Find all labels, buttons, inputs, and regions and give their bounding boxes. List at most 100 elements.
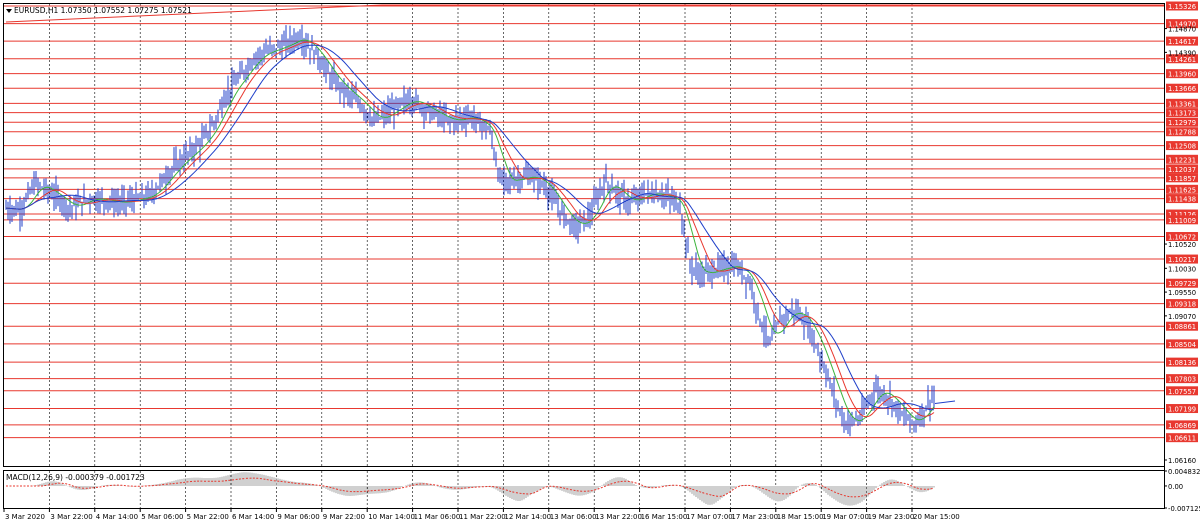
price-level-label: 1.14261 bbox=[1168, 56, 1196, 64]
time-label: 3 Mar 2020 bbox=[5, 513, 45, 521]
price-level-label: 1.08136 bbox=[1168, 359, 1196, 367]
price-level-label: 1.12037 bbox=[1168, 166, 1196, 174]
time-label: 13 Mar 06:00 bbox=[550, 513, 597, 521]
price-level-label: 1.07199 bbox=[1168, 406, 1196, 414]
price-level-tag bbox=[1166, 1, 1198, 11]
price-level-tag bbox=[1166, 108, 1198, 118]
price-level-label: 1.07557 bbox=[1168, 388, 1196, 396]
price-level-tag bbox=[1166, 321, 1198, 331]
vertical-grid bbox=[49, 4, 913, 508]
moving-average-lines bbox=[5, 39, 956, 422]
price-level-tag bbox=[1166, 69, 1198, 79]
price-level-label: 1.10217 bbox=[1168, 256, 1196, 264]
price-level-label: 1.11857 bbox=[1168, 175, 1196, 183]
price-level-label: 1.09318 bbox=[1168, 301, 1196, 309]
price-level-label: 1.11438 bbox=[1168, 196, 1196, 204]
time-label: 9 Mar 22:00 bbox=[323, 513, 365, 521]
price-level-label: 1.09729 bbox=[1168, 280, 1196, 288]
trend-line[interactable] bbox=[5, 4, 383, 23]
price-level-label: 1.13173 bbox=[1168, 110, 1196, 118]
time-label: 9 Mar 06:00 bbox=[277, 513, 319, 521]
price-tick-label: 1.10030 bbox=[1168, 265, 1196, 273]
time-label: 19 Mar 07:00 bbox=[822, 513, 869, 521]
chart-title-text: EURUSD,H1 1.07350 1.07552 1.07275 1.0752… bbox=[14, 6, 192, 15]
price-level-label: 1.12979 bbox=[1168, 119, 1196, 127]
time-label: 11 Mar 22:00 bbox=[459, 513, 506, 521]
time-label: 12 Mar 14:00 bbox=[504, 513, 551, 521]
price-level-tag bbox=[1166, 232, 1198, 242]
macd-series: 0.004832 0.00 -0.007125 bbox=[6, 468, 1200, 513]
macd-title-text: MACD(12,26,9) -0.000379 -0.001723 bbox=[6, 473, 145, 482]
price-level-tag bbox=[1166, 299, 1198, 309]
price-level-tag bbox=[1166, 164, 1198, 174]
price-level-tag bbox=[1166, 194, 1198, 204]
price-level-tag bbox=[1166, 36, 1198, 46]
time-axis: 3 Mar 2020 3 Mar 22:00 4 Mar 14:00 5 Mar 06… bbox=[3, 509, 960, 521]
moving-average-line bbox=[5, 41, 935, 418]
price-tick-label: 1.14390 bbox=[1168, 49, 1196, 57]
price-level-tag bbox=[1166, 127, 1198, 137]
price-tick-label: 1.14870 bbox=[1168, 26, 1196, 34]
price-level-label: 1.12508 bbox=[1168, 143, 1196, 151]
price-level-label: 1.13361 bbox=[1168, 100, 1196, 108]
price-level-tag bbox=[1166, 173, 1198, 183]
time-label: 13 Mar 22:00 bbox=[595, 513, 642, 521]
moving-average-line bbox=[5, 44, 934, 411]
macd-title: MACD(12,26,9) -0.000379 -0.001723 bbox=[6, 473, 145, 482]
price-level-tag bbox=[1166, 83, 1198, 93]
price-level-label: 1.13960 bbox=[1168, 71, 1196, 79]
price-level-label: 1.06611 bbox=[1168, 435, 1196, 443]
price-tick-label: 1.09070 bbox=[1168, 313, 1196, 321]
price-level-tag bbox=[1166, 254, 1198, 264]
macd-axis-label: -0.007125 bbox=[1168, 505, 1200, 513]
price-level-tag bbox=[1166, 117, 1198, 127]
time-label: 6 Mar 14:00 bbox=[232, 513, 274, 521]
price-level-label: 1.12231 bbox=[1168, 156, 1196, 164]
price-level-label: 1.11625 bbox=[1168, 186, 1196, 194]
price-level-label: 1.13666 bbox=[1168, 85, 1196, 93]
time-label: 16 Mar 15:00 bbox=[641, 513, 688, 521]
price-level-tag bbox=[1166, 98, 1198, 108]
price-tick-label: 1.10520 bbox=[1168, 241, 1196, 249]
time-label: 5 Mar 06:00 bbox=[141, 513, 183, 521]
macd-signal-line bbox=[6, 477, 935, 498]
price-level-tag bbox=[1166, 404, 1198, 414]
price-level-label: 1.11126 bbox=[1168, 211, 1196, 219]
time-label: 18 Mar 15:00 bbox=[777, 513, 824, 521]
price-level-tag bbox=[1166, 54, 1198, 64]
price-axis: 1.15326 1.14970 1.14617 1.14261 1.13960 1.136… bbox=[1164, 1, 1198, 465]
price-tick-label: 1.09550 bbox=[1168, 289, 1196, 297]
time-label: 17 Mar 07:00 bbox=[686, 513, 733, 521]
time-label: 3 Mar 22:00 bbox=[50, 513, 92, 521]
price-level-tag bbox=[1166, 278, 1198, 288]
price-tick-label: 1.06160 bbox=[1168, 457, 1196, 465]
price-level-label: 1.08861 bbox=[1168, 323, 1196, 331]
time-label: 17 Mar 23:00 bbox=[731, 513, 778, 521]
price-level-label: 1.08504 bbox=[1168, 341, 1196, 349]
candlestick-series bbox=[5, 24, 935, 437]
price-level-label: 1.15326 bbox=[1168, 3, 1196, 11]
price-level-label: 1.14970 bbox=[1168, 21, 1196, 29]
price-level-tag bbox=[1166, 339, 1198, 349]
price-level-tag bbox=[1166, 184, 1198, 194]
price-level-label: 1.11009 bbox=[1168, 217, 1196, 225]
time-label: 10 Mar 14:00 bbox=[368, 513, 415, 521]
time-label: 19 Mar 23:00 bbox=[868, 513, 915, 521]
price-level-tag bbox=[1166, 386, 1198, 396]
time-label: 20 Mar 15:00 bbox=[913, 513, 960, 521]
moving-average-extension bbox=[934, 400, 956, 405]
triangle-down-icon[interactable] bbox=[6, 9, 12, 13]
chart-title: EURUSD,H1 1.07350 1.07552 1.07275 1.0752… bbox=[6, 6, 192, 15]
price-level-label: 1.07803 bbox=[1168, 376, 1196, 384]
price-level-tag bbox=[1166, 209, 1198, 219]
price-level-tag bbox=[1166, 420, 1198, 430]
price-level-label: 1.14617 bbox=[1168, 38, 1196, 46]
price-level-tag bbox=[1166, 357, 1198, 367]
price-level-tag bbox=[1166, 154, 1198, 164]
price-level-tag bbox=[1166, 141, 1198, 151]
horizontal-price-levels bbox=[4, 5, 1164, 439]
price-level-tag bbox=[1166, 374, 1198, 384]
